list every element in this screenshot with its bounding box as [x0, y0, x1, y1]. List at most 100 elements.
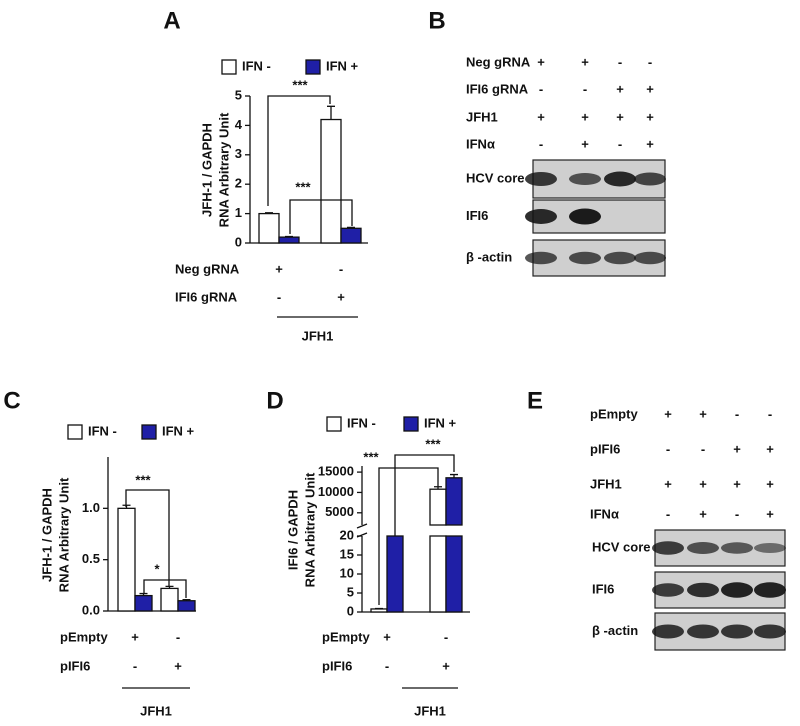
band-label: HCV core [592, 539, 651, 554]
band [652, 624, 684, 639]
significance-bracket [267, 95, 331, 206]
condition-label: IFNα [466, 136, 495, 151]
condition-sign: + [733, 441, 741, 456]
bar [429, 535, 447, 613]
condition-sign: - [539, 81, 543, 96]
y-tick-label: 3 [235, 146, 242, 161]
condition-sign: + [699, 476, 707, 491]
condition-label: pIFI6 [590, 441, 620, 456]
condition-label: JFH1 [466, 109, 498, 124]
y-axis-label: RNA Arbitrary Unit [56, 477, 71, 592]
y-tick-label: 0.0 [82, 602, 100, 617]
bar [386, 535, 404, 613]
y-tick-label: 10000 [318, 484, 354, 499]
band [525, 251, 557, 265]
bar [160, 587, 179, 612]
bar [134, 594, 153, 612]
condition-sign: + [664, 406, 672, 421]
condition-sign: - [539, 136, 543, 151]
condition-sign: + [646, 81, 654, 96]
band-label: β -actin [592, 623, 638, 638]
error-bar [450, 473, 458, 478]
error-bar [265, 212, 273, 214]
band [754, 543, 786, 553]
significance-bracket [378, 467, 439, 605]
error-bar [165, 585, 174, 589]
condition-sign: + [616, 109, 624, 124]
condition-sign: - [133, 658, 137, 673]
condition-label: pIFI6 [60, 658, 90, 673]
error-bar [347, 226, 355, 229]
condition-sign: - [176, 629, 180, 644]
condition-sign: - [583, 81, 587, 96]
significance-bracket [289, 199, 353, 234]
condition-label: pEmpty [322, 629, 370, 644]
y-tick-label: 5 [347, 584, 354, 599]
condition-sign: + [537, 109, 545, 124]
condition-label: IFNα [590, 506, 619, 521]
band-label: β -actin [466, 249, 512, 264]
group-label: JFH1 [302, 328, 334, 343]
band [634, 251, 666, 265]
y-tick-label: 2 [235, 176, 242, 191]
band [652, 541, 684, 555]
condition-label: JFH1 [590, 476, 622, 491]
condition-sign: + [699, 506, 707, 521]
significance-label: *** [295, 179, 311, 194]
band [525, 172, 557, 186]
band [754, 624, 786, 639]
band [652, 583, 684, 597]
panel-letter: A [163, 7, 180, 34]
condition-sign: - [385, 658, 389, 673]
legend-swatch [305, 59, 321, 75]
bar [278, 236, 300, 244]
condition-sign: + [733, 476, 741, 491]
legend-swatch [326, 416, 342, 432]
significance-bracket [125, 489, 170, 586]
y-axis-label: RNA Arbitrary Unit [302, 472, 317, 587]
condition-sign: - [735, 506, 739, 521]
panel-letter: E [527, 387, 543, 414]
condition-sign: - [444, 629, 448, 644]
condition-sign: - [277, 289, 281, 304]
band-label: IFI6 [466, 208, 488, 223]
band [754, 582, 786, 598]
group-label: JFH1 [414, 703, 446, 718]
legend-label: IFN - [242, 58, 271, 73]
condition-sign: - [666, 506, 670, 521]
band [634, 172, 666, 186]
y-tick-label: 10 [340, 565, 354, 580]
y-axis-label: RNA Arbitrary Unit [216, 112, 231, 227]
condition-sign: + [664, 476, 672, 491]
panel-letter: D [266, 387, 283, 414]
band [569, 251, 601, 265]
bar [258, 212, 280, 244]
panel-letter: B [428, 7, 445, 34]
bar-upper [445, 477, 463, 526]
legend-swatch [403, 416, 419, 432]
condition-sign: + [616, 81, 624, 96]
significance-label: *** [425, 436, 441, 451]
condition-sign: + [766, 476, 774, 491]
bar [340, 227, 362, 244]
legend-swatch [67, 424, 83, 440]
panel-letter: C [3, 387, 20, 414]
condition-label: IFI6 gRNA [175, 289, 238, 304]
significance-label: *** [292, 77, 308, 92]
legend-swatch [141, 424, 157, 440]
condition-label: Neg gRNA [466, 54, 531, 69]
condition-sign: + [174, 658, 182, 673]
condition-sign: + [442, 658, 450, 673]
condition-sign: - [339, 261, 343, 276]
y-tick-label: 0 [347, 603, 354, 618]
band [721, 624, 753, 639]
bar [117, 507, 136, 612]
band [721, 542, 753, 554]
condition-sign: - [666, 441, 670, 456]
band-label: HCV core [466, 170, 525, 185]
condition-sign: + [766, 506, 774, 521]
bar [320, 118, 342, 244]
band [569, 208, 601, 225]
significance-bracket [394, 454, 455, 536]
